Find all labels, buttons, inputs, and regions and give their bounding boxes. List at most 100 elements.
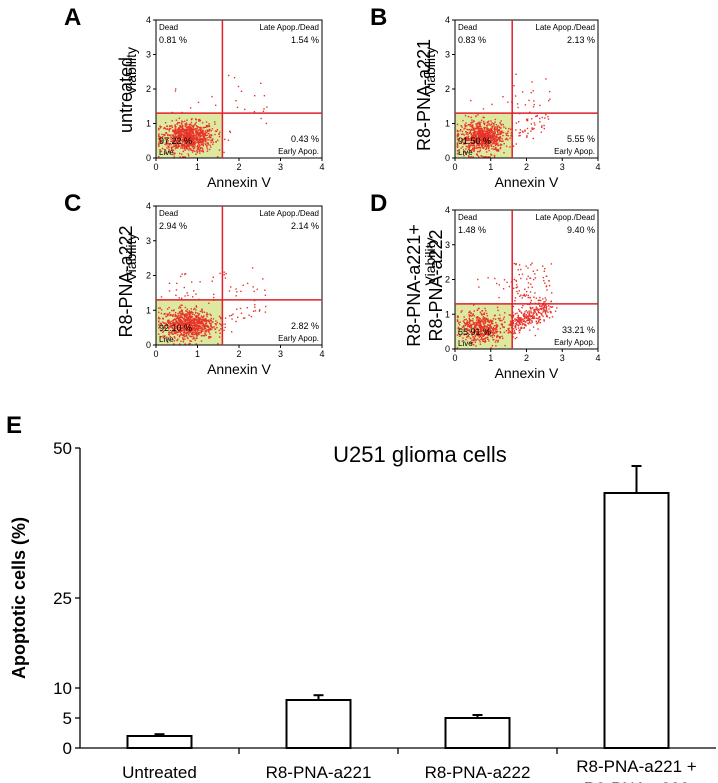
panel-c-dot bbox=[215, 331, 217, 334]
panel-a-dot bbox=[200, 150, 202, 152]
panel-d-dot bbox=[527, 282, 530, 284]
panel-b-dot bbox=[489, 132, 492, 134]
panel-d-dot bbox=[474, 330, 477, 332]
panel-c-dot bbox=[168, 321, 170, 323]
panel-d-dot bbox=[527, 322, 529, 324]
panel-c-dot bbox=[186, 314, 189, 317]
panel-d-dot bbox=[520, 294, 522, 296]
panel-d-dot bbox=[543, 308, 545, 311]
panel-a-dot bbox=[176, 123, 178, 125]
panel-d-dot bbox=[473, 330, 475, 332]
panel-d-dot bbox=[537, 310, 540, 313]
panel-b-dot bbox=[509, 128, 512, 130]
panel-b-dot bbox=[477, 144, 480, 146]
panel-a-dot bbox=[174, 124, 176, 126]
panel-a-dot bbox=[188, 128, 191, 131]
panel-c-dot bbox=[219, 322, 221, 325]
panel-a-dot bbox=[204, 140, 206, 143]
panel-d-dot bbox=[527, 294, 529, 297]
panel-b-dot bbox=[472, 121, 474, 123]
panel-b-dot bbox=[479, 133, 481, 135]
panel-d-dot bbox=[489, 335, 492, 337]
panel-d-dot bbox=[545, 306, 548, 309]
panel-b-dot bbox=[480, 133, 482, 136]
panel-a-dot bbox=[194, 145, 196, 147]
panel-c-dot bbox=[178, 330, 181, 332]
panel-d-dot bbox=[482, 322, 484, 324]
panel-d-dot bbox=[539, 296, 541, 299]
panel-c-dot bbox=[180, 316, 182, 318]
panel-b-dot bbox=[472, 144, 474, 146]
panel-d-dot bbox=[479, 324, 482, 327]
panel-b-dot bbox=[519, 134, 521, 137]
panel-c-dot bbox=[194, 323, 197, 326]
panel-c-dot bbox=[192, 296, 194, 298]
panel-d-dot bbox=[489, 324, 491, 326]
panel-c-dot bbox=[171, 309, 173, 312]
panel-c-dot bbox=[158, 318, 160, 320]
panel-d-dot bbox=[529, 315, 531, 318]
panel-b-dot bbox=[478, 136, 480, 138]
panel-a-dot bbox=[171, 134, 173, 136]
panel-d-dot bbox=[485, 325, 487, 327]
panel-d-dot bbox=[472, 339, 475, 341]
panel-c-dot bbox=[177, 313, 179, 315]
panel-b-dot bbox=[486, 126, 488, 129]
panel-c-dead-pct: 2.94 % bbox=[159, 221, 187, 231]
panel-a-dot bbox=[174, 129, 176, 131]
panel-b-dot bbox=[544, 117, 546, 119]
panel-d-dot bbox=[510, 332, 513, 334]
panel-a-dot bbox=[200, 138, 202, 140]
panel-a-dot bbox=[200, 141, 202, 143]
panel-d-dot bbox=[484, 307, 486, 310]
panel-c-dot bbox=[173, 332, 175, 334]
panel-a-dot bbox=[201, 132, 203, 134]
panel-a-dot bbox=[167, 145, 169, 148]
panel-c-dot bbox=[189, 328, 191, 331]
panel-c-dot bbox=[209, 333, 211, 335]
panel-c-dot bbox=[178, 307, 180, 309]
panel-b-dot bbox=[475, 137, 478, 139]
panel-d-dot bbox=[477, 334, 479, 336]
panel-d-dot bbox=[523, 317, 526, 319]
panel-c-dot bbox=[168, 332, 171, 334]
panel-a-dot bbox=[182, 156, 184, 158]
panel-d-dot bbox=[480, 333, 483, 335]
panel-d-dot bbox=[542, 265, 544, 267]
panel-d-dot bbox=[546, 310, 548, 312]
panel-a-dot bbox=[204, 143, 206, 145]
panel-d-dot bbox=[538, 320, 540, 323]
panel-a-dot bbox=[158, 135, 160, 137]
panel-c-dot bbox=[208, 337, 210, 339]
panel-a-dot bbox=[187, 128, 189, 131]
panel-c-dot bbox=[196, 337, 198, 339]
panel-a-dot bbox=[194, 150, 196, 152]
panel-c-dot bbox=[184, 316, 186, 318]
panel-a-dot bbox=[187, 127, 189, 129]
panel-d-dot bbox=[482, 333, 484, 335]
panel-a-dot bbox=[190, 142, 192, 145]
panel-letter-c: C bbox=[64, 190, 82, 217]
panel-c-dot bbox=[169, 314, 171, 317]
panel-d-dot bbox=[470, 325, 472, 327]
panel-d-dot bbox=[543, 305, 545, 307]
panel-b-dot bbox=[476, 139, 478, 141]
panel-b-dot bbox=[477, 137, 479, 139]
panel-d-dot bbox=[491, 320, 494, 322]
panel-b-dot bbox=[518, 132, 520, 134]
panel-d-dot bbox=[493, 325, 496, 327]
panel-c-dot bbox=[163, 313, 165, 315]
panel-c-dot bbox=[176, 322, 178, 324]
panel-d-dot bbox=[525, 317, 528, 319]
panel-c-dot bbox=[195, 305, 197, 307]
panel-b-dot bbox=[524, 104, 527, 106]
panel-d-dot bbox=[518, 290, 520, 292]
panel-d-dot bbox=[488, 324, 490, 327]
panel-c-dot bbox=[168, 312, 171, 314]
panel-b-dot bbox=[469, 141, 472, 144]
panel-a-dot bbox=[199, 134, 201, 137]
panel-d-dot bbox=[481, 314, 483, 316]
panel-a-dot bbox=[214, 123, 216, 125]
panel-d-xlabel: Annexin V bbox=[495, 365, 559, 381]
panel-a-dot bbox=[208, 135, 211, 137]
